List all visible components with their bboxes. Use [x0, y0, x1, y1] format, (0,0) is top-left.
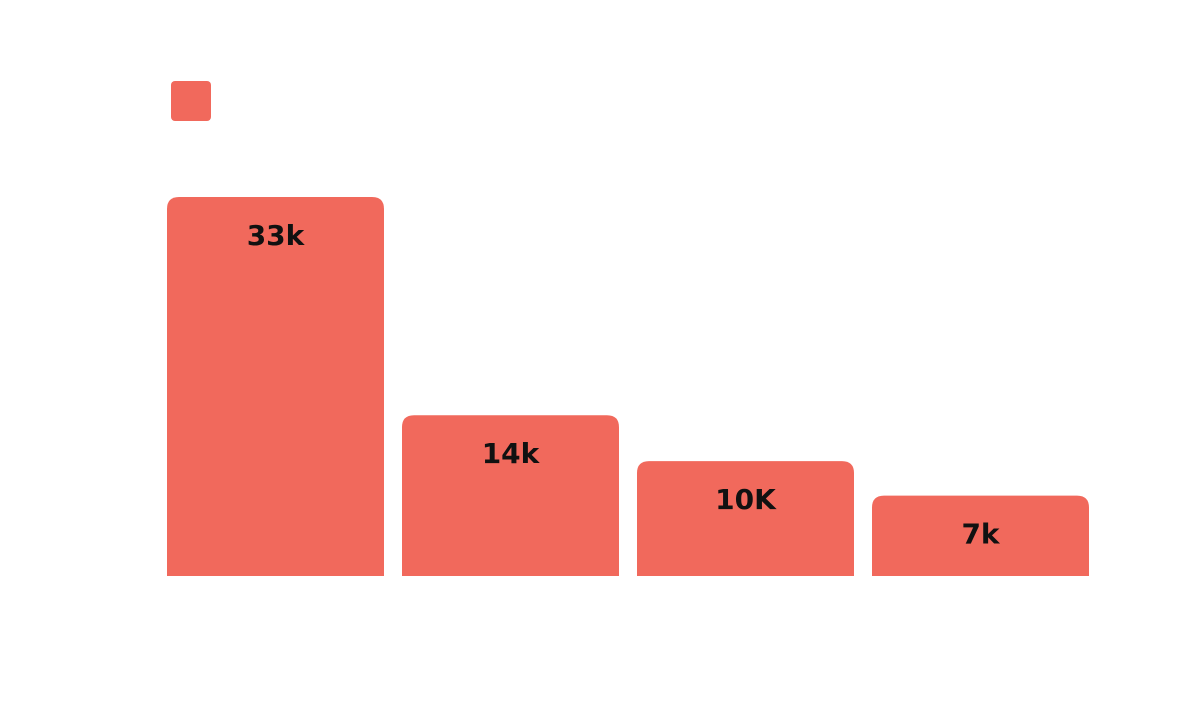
- bar-1: [167, 196, 384, 576]
- legend-swatch: [171, 81, 211, 121]
- bar-2-value-label: 14k: [482, 437, 541, 470]
- bar-4: [872, 495, 1089, 576]
- bar-1-value-label: 33k: [247, 219, 306, 252]
- bar-2: [402, 415, 619, 576]
- bar-4-value-label: 7k: [961, 518, 1000, 551]
- bar-3: [637, 461, 854, 576]
- data-labels-group: 33k 14k 10K 7k: [247, 219, 1001, 551]
- bars-group: [167, 196, 1089, 576]
- bar-3-value-label: 10K: [715, 483, 777, 516]
